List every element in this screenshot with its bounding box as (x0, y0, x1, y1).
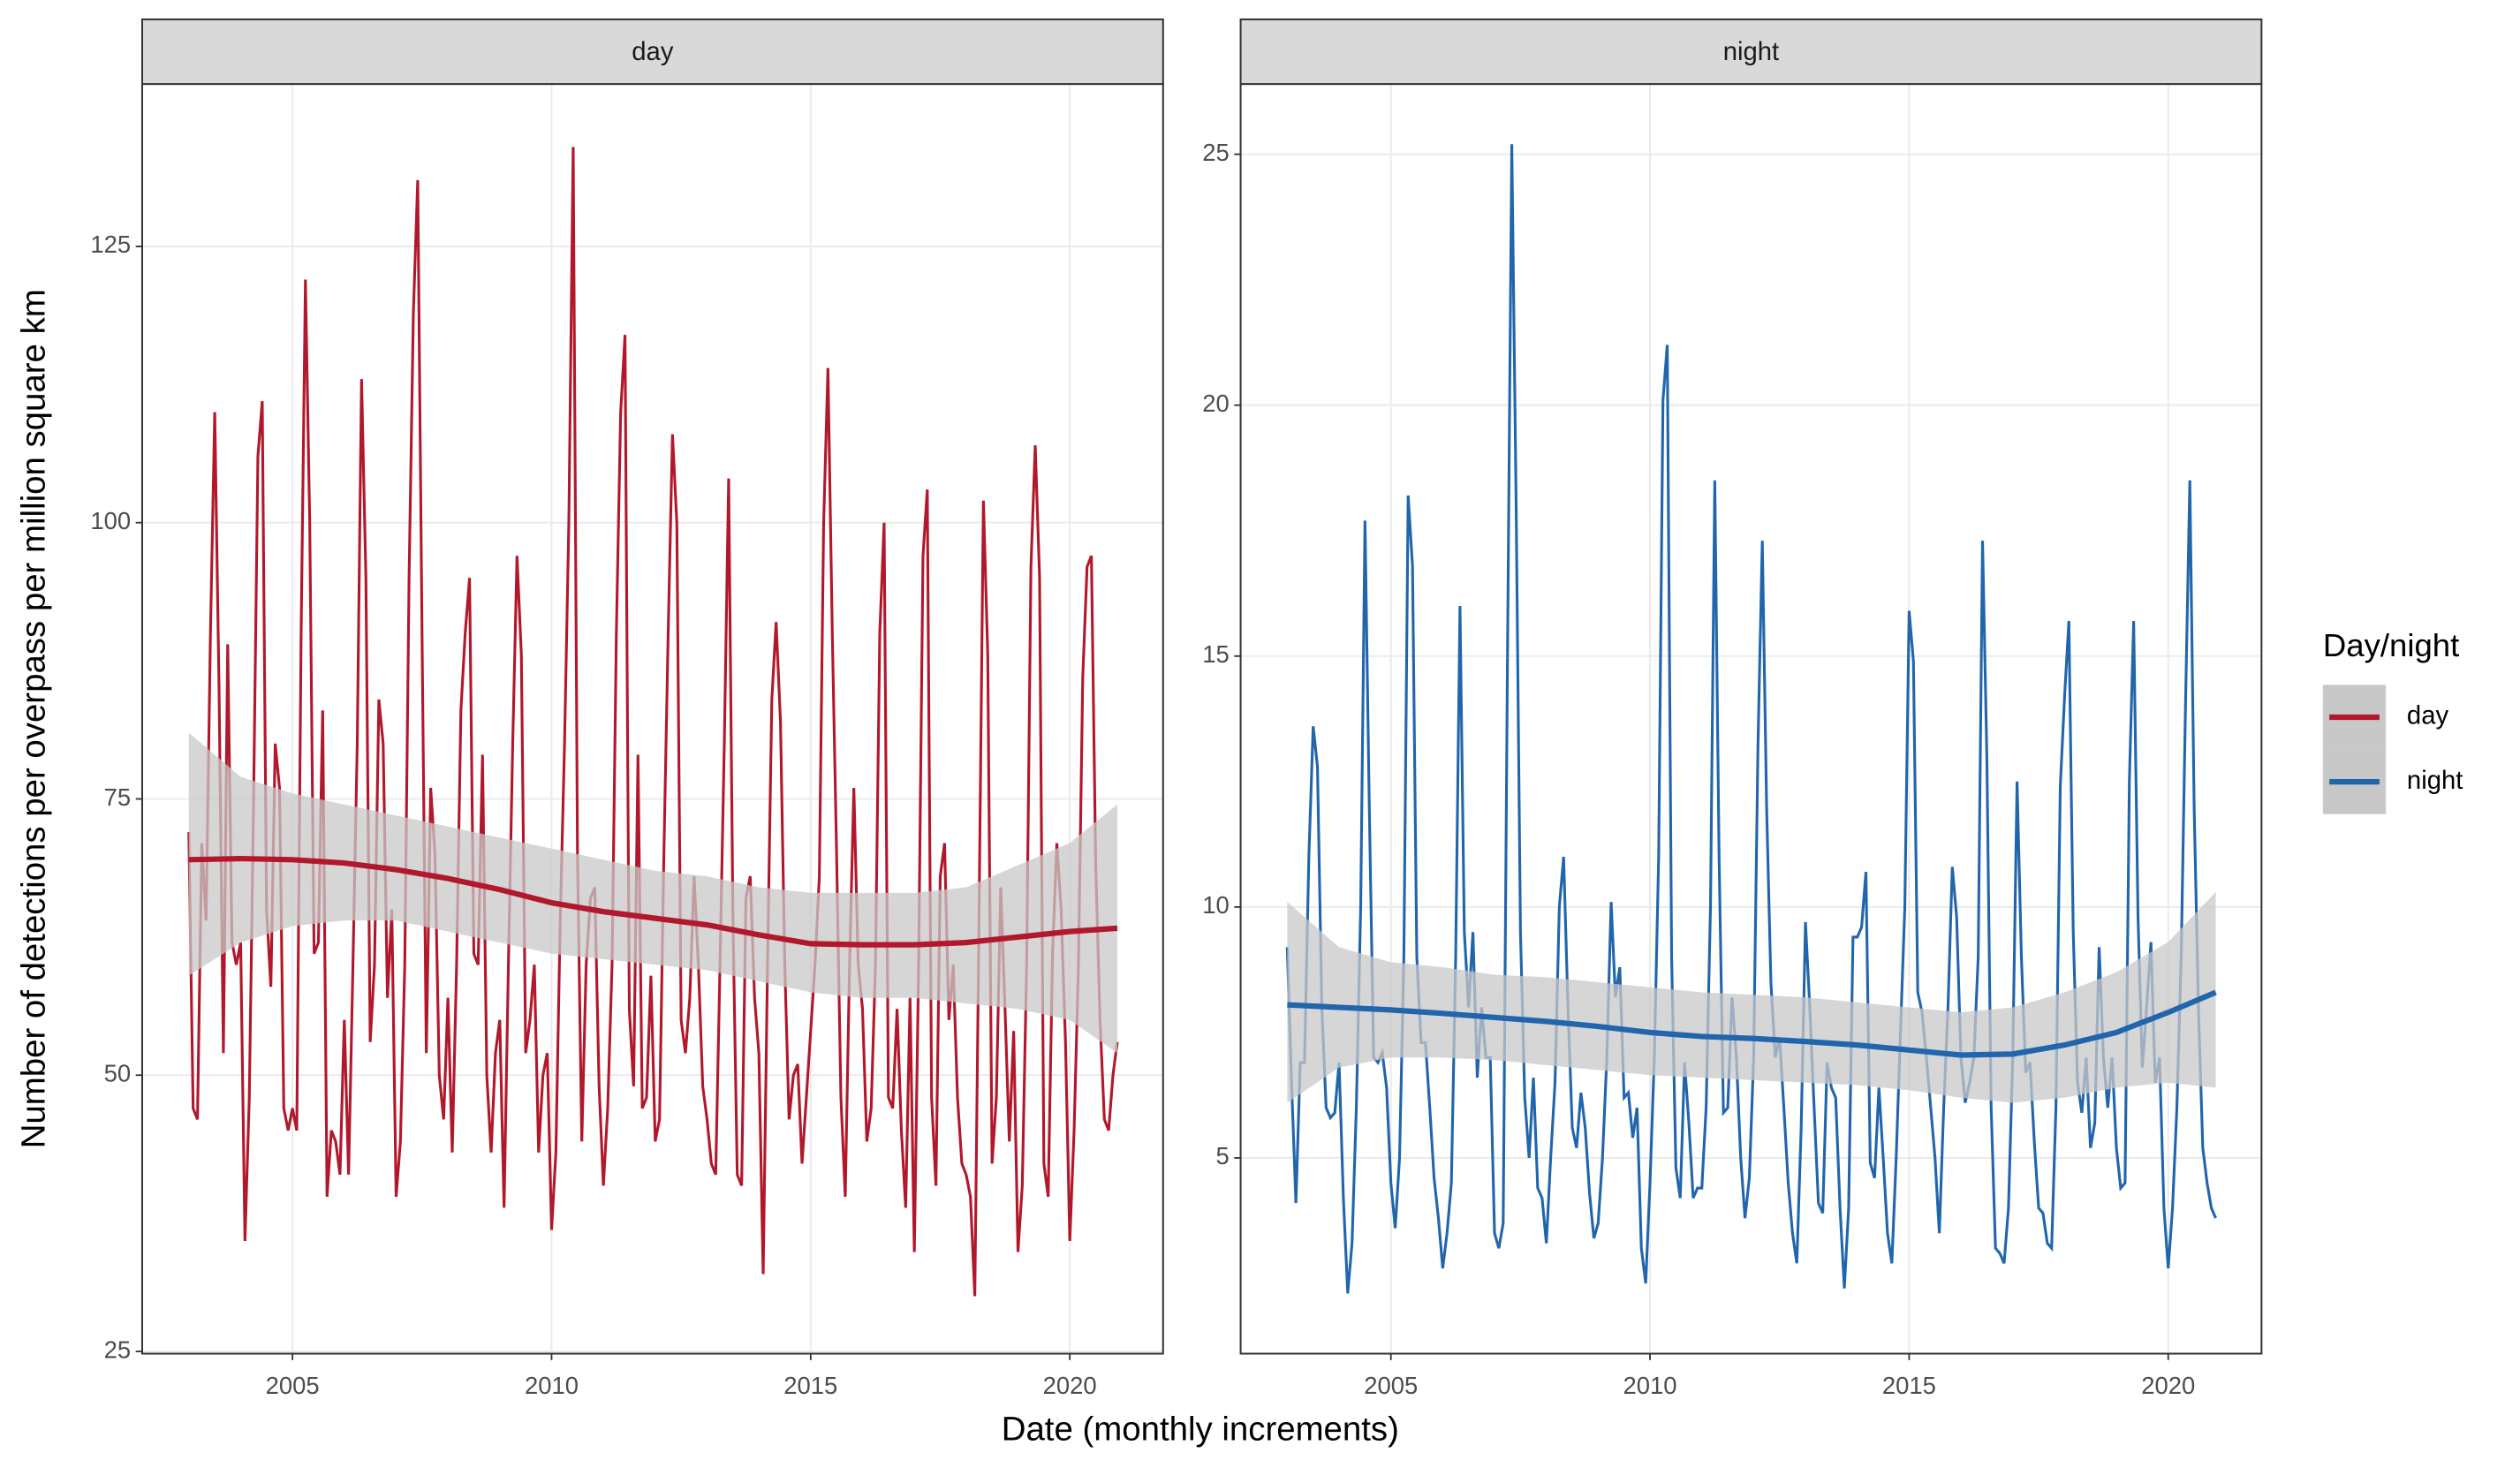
y-tick-label: 20 (1202, 390, 1230, 417)
confidence-band (188, 732, 1117, 1054)
y-tick-label: 10 (1202, 891, 1230, 919)
y-tick-label: 15 (1202, 640, 1230, 668)
strip-label: day (632, 38, 674, 66)
y-axis-label: Number of detections per overpass per mi… (14, 289, 52, 1148)
x-tick-label: 2020 (2141, 1372, 2195, 1399)
data-line (187, 147, 1119, 1297)
y-tick-label: 50 (104, 1060, 132, 1087)
y-tick-label: 25 (104, 1336, 132, 1363)
x-tick-label: 2020 (1043, 1372, 1097, 1399)
x-tick-label: 2010 (525, 1372, 579, 1399)
confidence-band (1287, 891, 2216, 1103)
legend-title: Day/night (2323, 627, 2459, 663)
y-tick-label: 75 (104, 783, 132, 811)
y-tick-label: 5 (1215, 1142, 1229, 1169)
x-tick-label: 2015 (783, 1372, 837, 1399)
smooth-line (188, 855, 1118, 948)
y-tick-label: 25 (1202, 139, 1230, 166)
legend-label: day (2407, 702, 2449, 730)
x-tick-label: 2005 (1364, 1372, 1418, 1399)
x-tick-label: 2010 (1623, 1372, 1677, 1399)
x-tick-label: 2015 (1882, 1372, 1936, 1399)
legend-label: night (2407, 767, 2463, 795)
x-tick-label: 2005 (266, 1372, 320, 1399)
smooth-line (1287, 989, 2217, 1058)
strip-label: night (1723, 38, 1779, 66)
x-axis-label: Date (monthly increments) (1002, 1410, 1399, 1448)
strip (1239, 18, 2263, 86)
panel-background (141, 84, 1163, 1354)
y-tick-label: 100 (90, 507, 131, 534)
strip (140, 18, 1164, 86)
data-line (1285, 144, 2217, 1294)
y-tick-label: 125 (90, 231, 131, 258)
